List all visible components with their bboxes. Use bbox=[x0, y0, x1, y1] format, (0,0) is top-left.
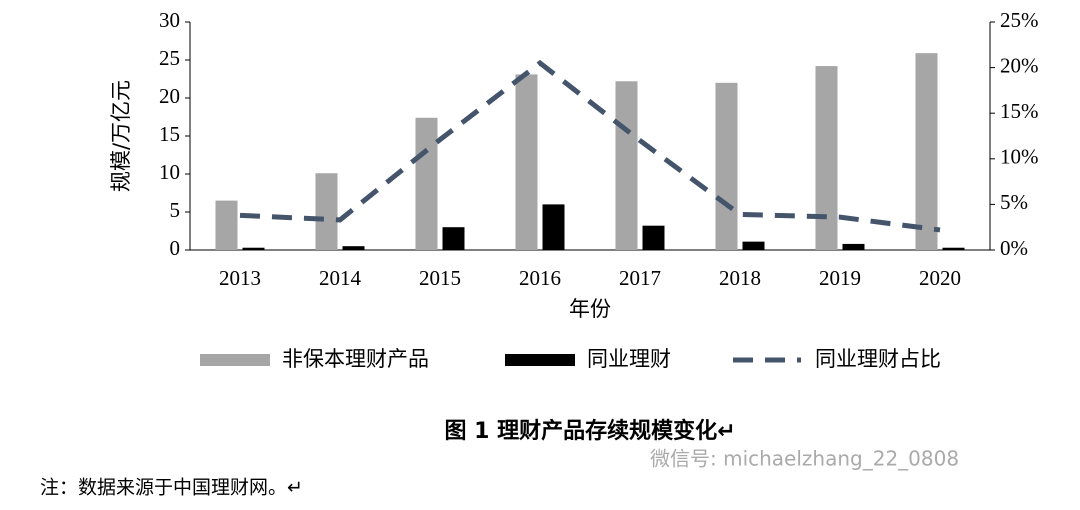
bar bbox=[942, 247, 965, 250]
y2-tick-label: 10% bbox=[1000, 145, 1039, 169]
x-axis-title: 年份 bbox=[569, 297, 611, 321]
y2-tick-label: 20% bbox=[1000, 53, 1039, 77]
y-tick-label: 10 bbox=[159, 160, 180, 184]
bar bbox=[715, 82, 738, 250]
y-axis-title: 规模/万亿元 bbox=[109, 80, 133, 192]
bar bbox=[915, 53, 938, 250]
bar bbox=[242, 247, 265, 250]
legend-label: 非保本理财产品 bbox=[282, 347, 429, 371]
legend-swatch bbox=[505, 354, 575, 366]
y-tick-label: 30 bbox=[159, 8, 180, 32]
x-tick-label: 2014 bbox=[319, 266, 362, 290]
bar bbox=[815, 66, 838, 250]
note: 注：数据来源于中国理财网。↵ bbox=[40, 477, 303, 499]
legend-label: 同业理财 bbox=[587, 347, 671, 371]
y2-tick-label: 0% bbox=[1000, 236, 1028, 260]
y-tick-label: 15 bbox=[159, 122, 180, 146]
x-tick-label: 2017 bbox=[619, 266, 661, 290]
y-tick-label: 20 bbox=[159, 84, 180, 108]
bar bbox=[415, 117, 438, 250]
bar bbox=[342, 246, 365, 250]
legend-swatch bbox=[200, 354, 270, 366]
y2-tick-label: 15% bbox=[1000, 99, 1039, 123]
bar bbox=[842, 243, 865, 250]
bar bbox=[315, 173, 338, 250]
y-tick-label: 25 bbox=[159, 46, 180, 70]
line bbox=[239, 59, 941, 233]
bar bbox=[642, 225, 665, 250]
x-tick-label: 2020 bbox=[919, 266, 961, 290]
bar bbox=[615, 81, 638, 250]
y-tick-label: 0 bbox=[170, 236, 181, 260]
y2-tick-label: 5% bbox=[1000, 190, 1028, 214]
x-tick-label: 2015 bbox=[419, 266, 461, 290]
bar bbox=[442, 227, 465, 250]
bar bbox=[542, 204, 565, 250]
y2-tick-label: 25% bbox=[1000, 8, 1039, 32]
x-tick-label: 2018 bbox=[719, 266, 761, 290]
bar bbox=[215, 200, 238, 250]
y-tick-label: 5 bbox=[170, 198, 181, 222]
x-tick-label: 2013 bbox=[219, 266, 261, 290]
chart-title: 图 1 理财产品存续规模变化↵ bbox=[444, 418, 735, 444]
bar bbox=[515, 74, 538, 250]
watermark: 微信号: michaelzhang_22_0808 bbox=[650, 447, 959, 471]
x-tick-label: 2019 bbox=[819, 266, 861, 290]
legend-label: 同业理财占比 bbox=[815, 347, 941, 371]
bar bbox=[742, 241, 765, 250]
x-tick-label: 2016 bbox=[519, 266, 561, 290]
